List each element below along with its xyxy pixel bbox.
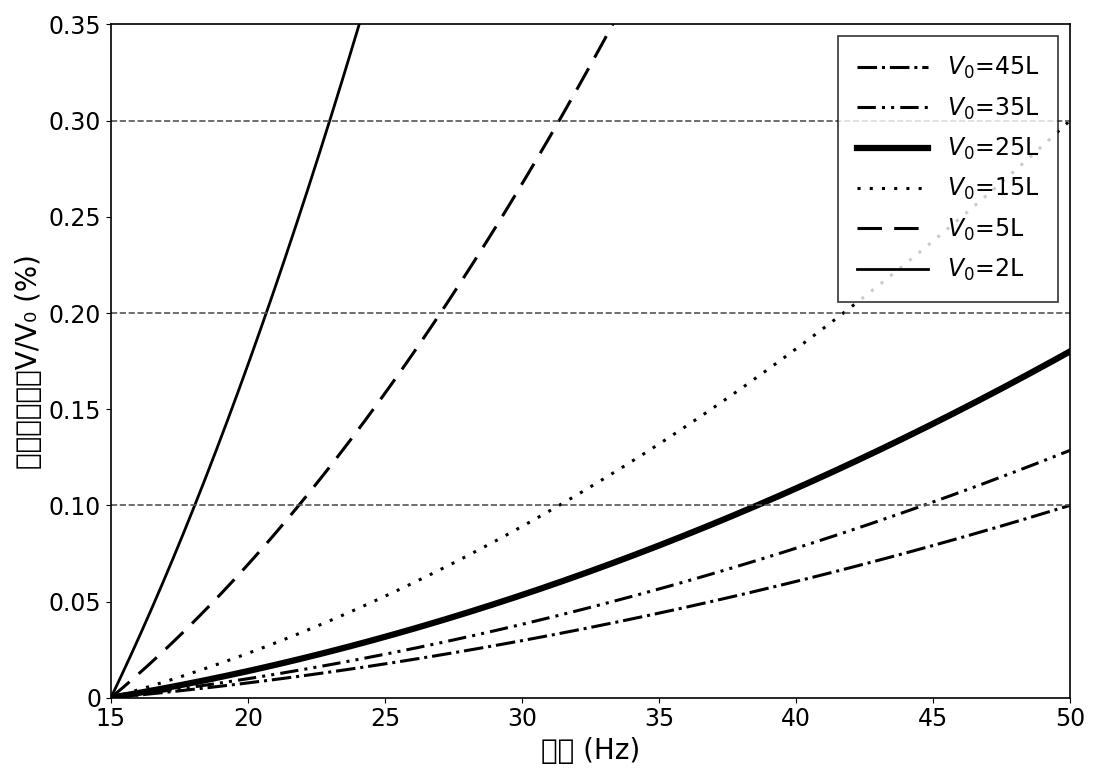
$V_0$=5L bbox=[574, 77, 587, 87]
$V_0$=15L bbox=[546, 505, 559, 514]
Line: $V_0$=35L: $V_0$=35L bbox=[111, 450, 1070, 698]
$V_0$=2L bbox=[321, 121, 334, 130]
$V_0$=35L bbox=[1035, 457, 1048, 466]
Line: $V_0$=2L: $V_0$=2L bbox=[111, 23, 360, 698]
$V_0$=45L bbox=[571, 626, 584, 635]
X-axis label: 频率 (Hz): 频率 (Hz) bbox=[541, 737, 640, 765]
$V_0$=15L bbox=[153, 679, 166, 688]
$V_0$=15L bbox=[1035, 141, 1048, 151]
$V_0$=15L bbox=[571, 490, 584, 499]
$V_0$=2L bbox=[104, 693, 118, 703]
$V_0$=25L bbox=[1035, 362, 1048, 371]
Legend: $V_0$=45L, $V_0$=35L, $V_0$=25L, $V_0$=15L, $V_0$=5L, $V_0$=2L: $V_0$=45L, $V_0$=35L, $V_0$=25L, $V_0$=1… bbox=[838, 37, 1058, 302]
$V_0$=25L bbox=[1035, 363, 1048, 372]
$V_0$=35L bbox=[571, 606, 584, 615]
$V_0$=5L bbox=[433, 310, 447, 319]
$V_0$=15L bbox=[859, 291, 872, 300]
$V_0$=2L bbox=[250, 337, 263, 346]
$V_0$=5L bbox=[104, 693, 118, 703]
Y-axis label: 过充量百分比V/V₀ (%): 过充量百分比V/V₀ (%) bbox=[15, 254, 43, 469]
$V_0$=25L bbox=[859, 452, 872, 461]
$V_0$=35L bbox=[546, 612, 559, 622]
$V_0$=2L bbox=[168, 550, 182, 559]
$V_0$=5L bbox=[607, 18, 620, 27]
$V_0$=45L bbox=[1035, 509, 1048, 519]
$V_0$=35L bbox=[153, 687, 166, 697]
$V_0$=25L bbox=[104, 693, 118, 703]
$V_0$=5L bbox=[166, 638, 179, 647]
$V_0$=45L bbox=[153, 688, 166, 697]
$V_0$=25L bbox=[1064, 347, 1077, 356]
$V_0$=25L bbox=[546, 580, 559, 590]
$V_0$=15L bbox=[1035, 142, 1048, 151]
$V_0$=35L bbox=[859, 520, 872, 530]
$V_0$=45L bbox=[104, 693, 118, 703]
$V_0$=2L bbox=[221, 416, 234, 425]
$V_0$=5L bbox=[361, 413, 374, 423]
$V_0$=2L bbox=[118, 664, 131, 673]
Line: $V_0$=15L: $V_0$=15L bbox=[111, 121, 1070, 698]
$V_0$=45L bbox=[1064, 501, 1077, 510]
Line: $V_0$=5L: $V_0$=5L bbox=[111, 23, 614, 698]
$V_0$=5L bbox=[549, 122, 562, 132]
$V_0$=25L bbox=[153, 684, 166, 693]
$V_0$=35L bbox=[104, 693, 118, 703]
Line: $V_0$=45L: $V_0$=45L bbox=[111, 505, 1070, 698]
$V_0$=35L bbox=[1035, 456, 1048, 466]
$V_0$=45L bbox=[859, 559, 872, 569]
$V_0$=45L bbox=[1035, 509, 1048, 519]
$V_0$=2L bbox=[353, 19, 366, 28]
Line: $V_0$=25L: $V_0$=25L bbox=[111, 352, 1070, 698]
$V_0$=35L bbox=[1064, 445, 1077, 455]
$V_0$=25L bbox=[571, 571, 584, 580]
$V_0$=5L bbox=[339, 442, 352, 452]
$V_0$=15L bbox=[104, 693, 118, 703]
$V_0$=15L bbox=[1064, 116, 1077, 126]
$V_0$=45L bbox=[546, 630, 559, 640]
$V_0$=2L bbox=[267, 287, 280, 296]
